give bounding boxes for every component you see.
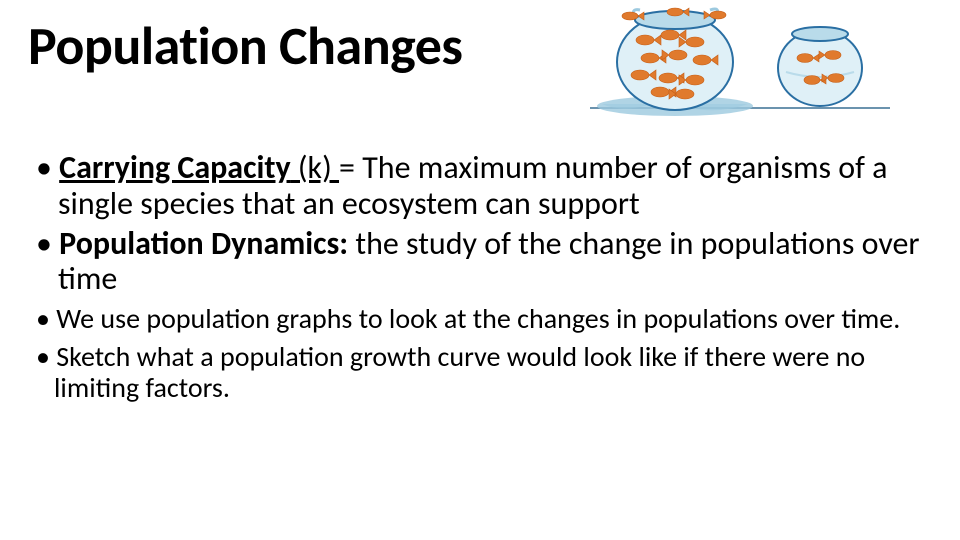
term-carrying-capacity: Carrying Capacity <box>59 148 290 187</box>
bullet-sketch-prompt: Sketch what a population growth curve wo… <box>36 341 924 404</box>
bullet-carrying-capacity: Carrying Capacity (k) = The maximum numb… <box>36 150 924 222</box>
bullet-population-dynamics: Population Dynamics: the study of the ch… <box>36 226 924 298</box>
body-text: Carrying Capacity (k) = The maximum numb… <box>36 150 924 405</box>
text-sketch-prompt: Sketch what a population growth curve wo… <box>54 339 865 405</box>
slide-title: Population Changes <box>28 18 462 75</box>
bullet-graphs-note: We use population graphs to look at the … <box>36 303 924 334</box>
term-k: (k) <box>291 148 339 187</box>
text-graphs-note: We use population graphs to look at the … <box>56 301 900 336</box>
slide: Population Changes <box>0 0 960 540</box>
term-population-dynamics: Population Dynamics: <box>59 224 355 263</box>
fishbowl-illustration <box>590 0 890 120</box>
